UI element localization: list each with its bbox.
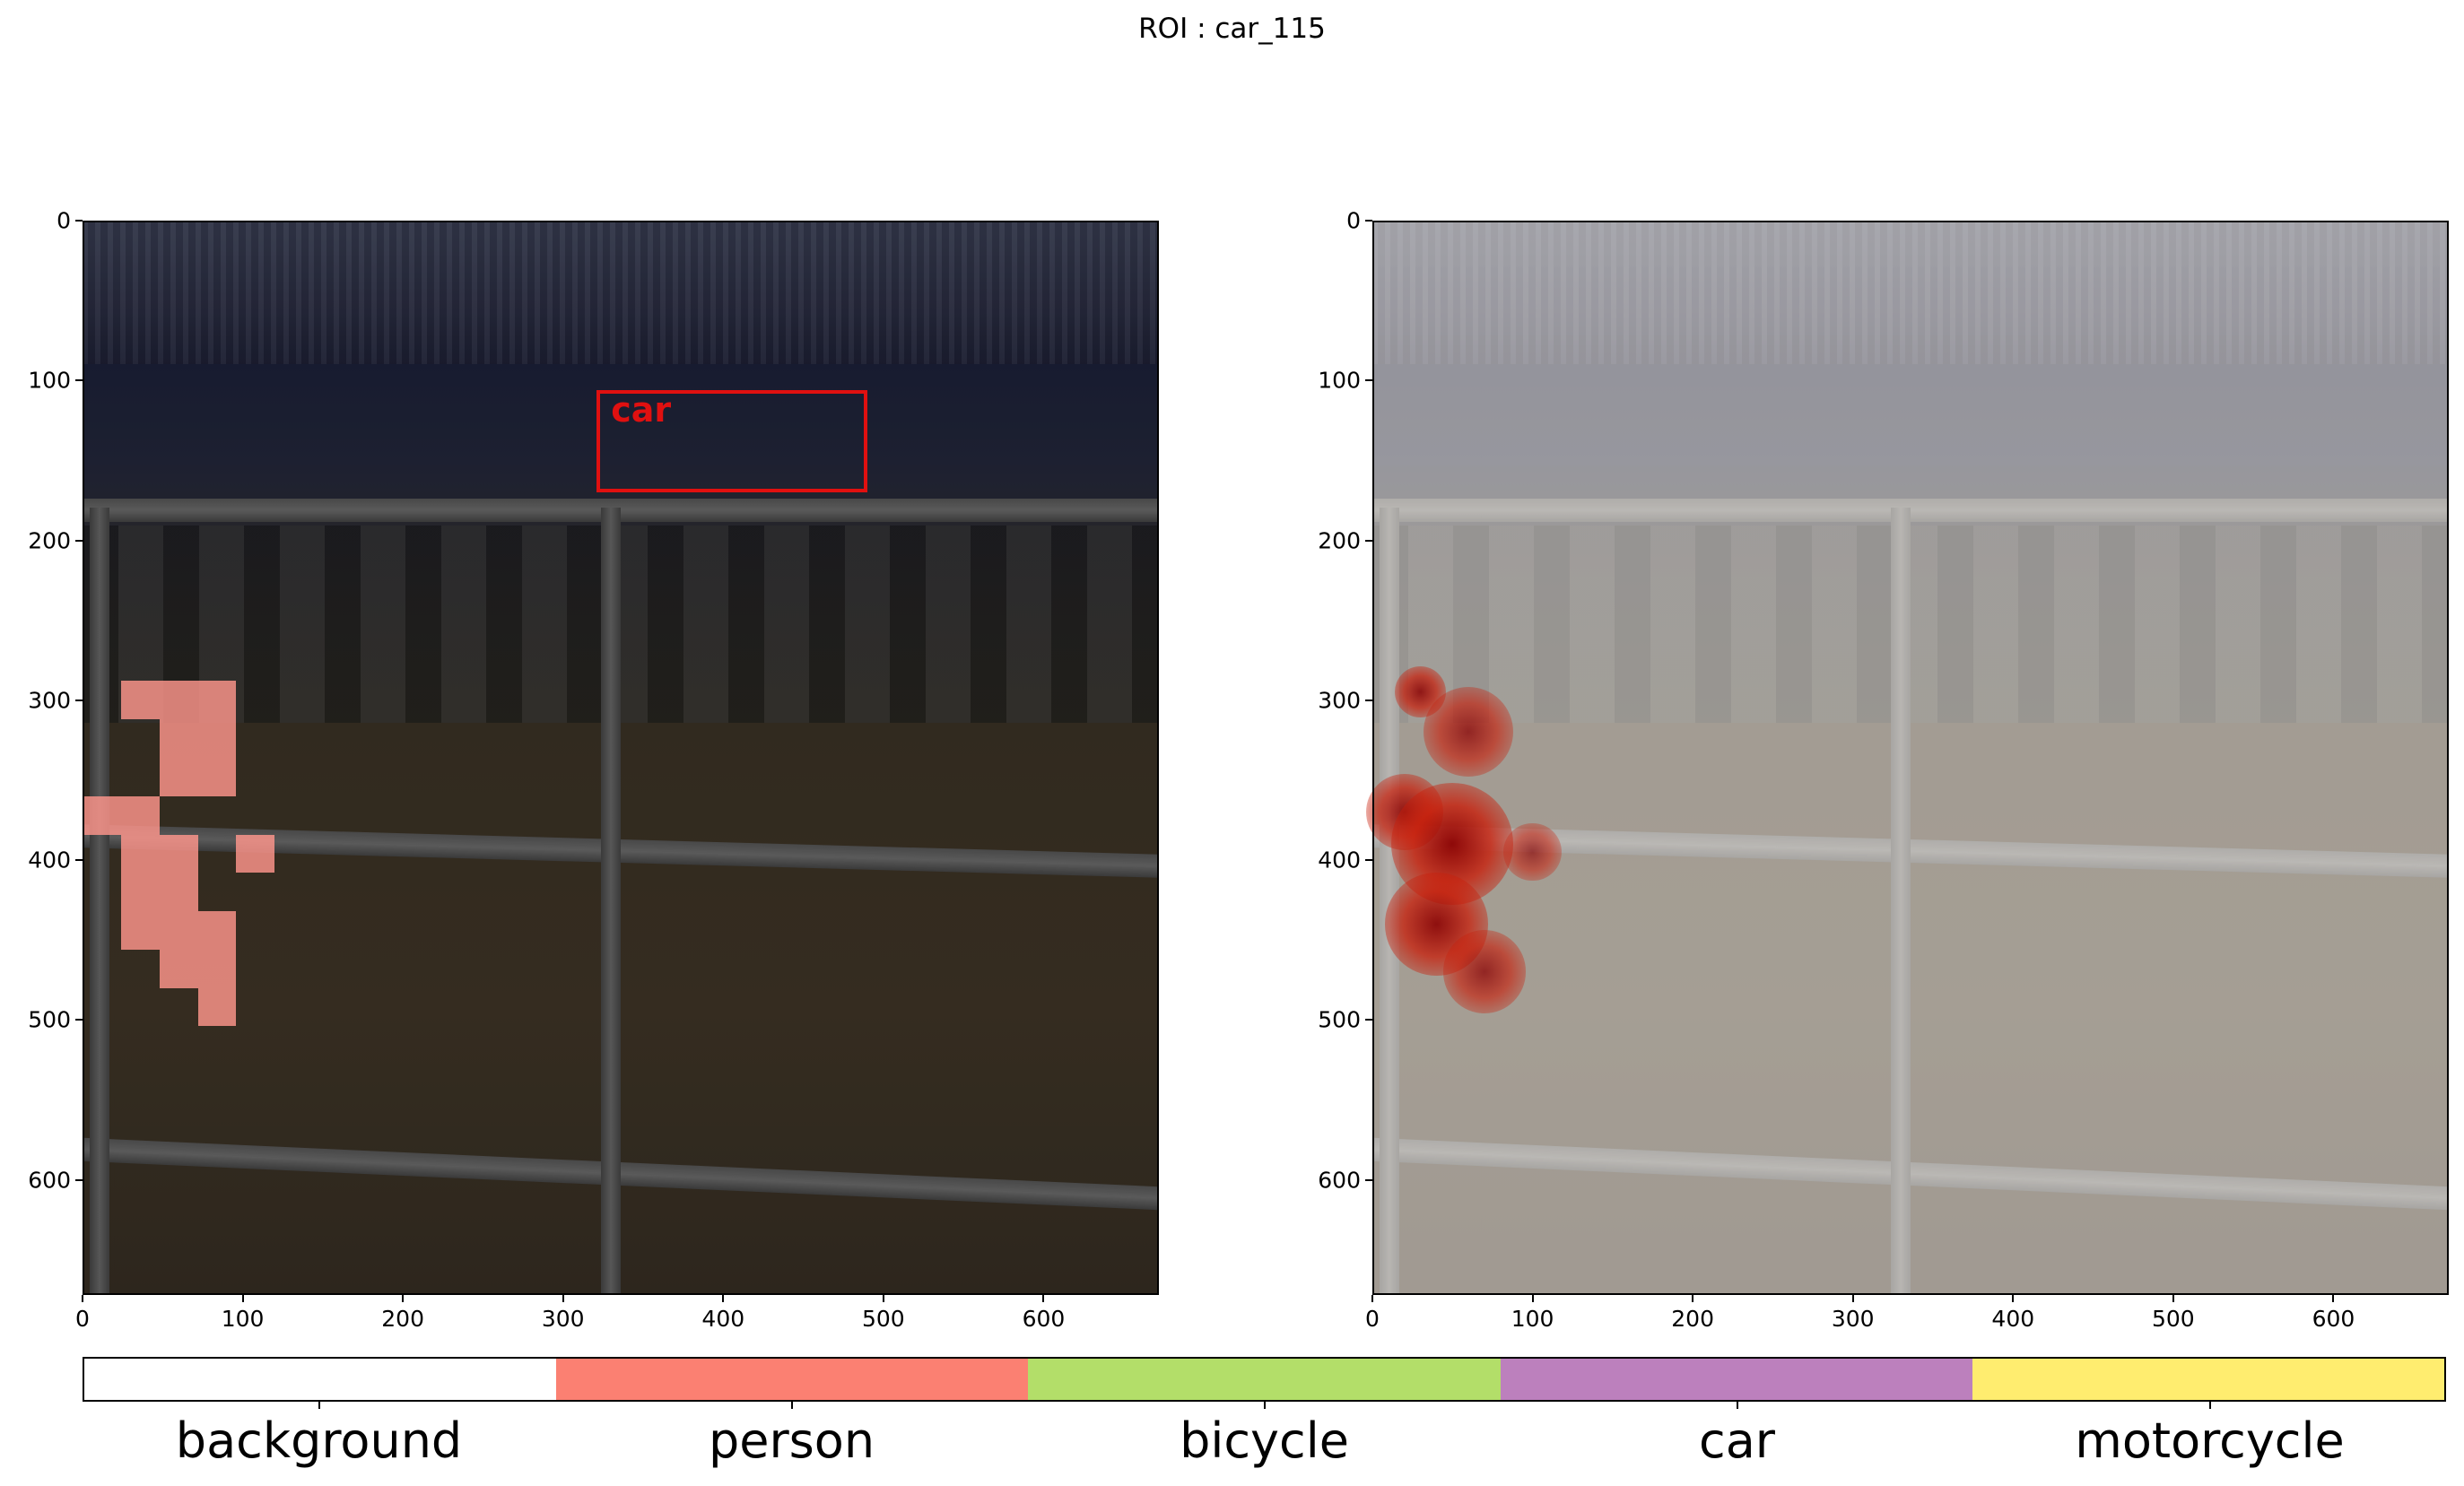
x-tick-label: 500 <box>2151 1306 2195 1332</box>
colorbar-swatch-background <box>84 1359 557 1400</box>
y-tick-label: 200 <box>1318 527 1361 554</box>
right-photo <box>1372 221 2449 1295</box>
x-tick <box>562 1295 564 1302</box>
y-tick-label: 300 <box>28 687 71 714</box>
y-tick <box>75 539 83 542</box>
figure-title: ROI : car_115 <box>1138 13 1326 45</box>
x-tick <box>1851 1295 1854 1302</box>
y-tick <box>75 699 83 701</box>
x-tick-label: 400 <box>1991 1306 2035 1332</box>
y-tick <box>75 859 83 862</box>
x-tick <box>882 1295 884 1302</box>
colorbar-swatch-motorcycle <box>1972 1359 2445 1400</box>
y-tick-label: 400 <box>28 847 71 873</box>
attention-cell <box>120 834 198 912</box>
x-tick-label: 0 <box>1365 1306 1380 1332</box>
attention-cell <box>236 834 275 873</box>
attention-cell <box>159 719 237 796</box>
x-tick <box>402 1295 405 1302</box>
x-tick <box>2012 1295 2015 1302</box>
attention-cell <box>120 681 237 720</box>
right-heatmap-panel <box>1365 221 2449 1295</box>
x-tick-label: 200 <box>1671 1306 1714 1332</box>
y-tick <box>1365 859 1372 862</box>
y-tick-label: 0 <box>1346 207 1361 234</box>
y-tick-label: 0 <box>57 207 71 234</box>
attention-cell <box>83 795 160 835</box>
colorbar-label-bicycle: bicycle <box>1180 1412 1349 1469</box>
left-photo <box>83 221 1159 1295</box>
colorbar-tick <box>2208 1400 2211 1409</box>
x-tick <box>82 1295 83 1302</box>
colorbar-tick <box>318 1400 320 1409</box>
y-tick <box>75 1178 83 1181</box>
x-tick-label: 100 <box>1511 1306 1554 1332</box>
x-tick <box>1531 1295 1534 1302</box>
x-tick-label: 300 <box>1831 1306 1875 1332</box>
x-tick <box>1371 1295 1373 1302</box>
y-tick-label: 600 <box>1318 1167 1361 1194</box>
x-tick <box>1042 1295 1045 1302</box>
colorbar-label-car: car <box>1699 1412 1775 1469</box>
y-tick <box>1365 1178 1372 1181</box>
attention-cell <box>197 987 237 1027</box>
colorbar-tick <box>790 1400 793 1409</box>
y-tick <box>75 1019 83 1021</box>
x-tick-label: 0 <box>75 1306 90 1332</box>
left-image-panel: car <box>83 221 1159 1295</box>
y-tick-label: 300 <box>1318 687 1361 714</box>
roi-box-label: car <box>611 389 672 430</box>
x-tick-label: 100 <box>221 1306 265 1332</box>
y-tick <box>75 220 83 222</box>
attention-cell <box>120 911 237 950</box>
y-tick <box>1365 699 1372 701</box>
x-tick-label: 500 <box>861 1306 905 1332</box>
y-tick <box>1365 379 1372 382</box>
colorbar-label-background: background <box>175 1412 463 1469</box>
y-tick-label: 100 <box>28 367 71 394</box>
y-tick-label: 600 <box>28 1167 71 1194</box>
colorbar-swatch-bicycle <box>1028 1359 1501 1400</box>
colorbar-label-motorcycle: motorcycle <box>2075 1412 2345 1469</box>
x-tick <box>1692 1295 1694 1302</box>
x-tick <box>2332 1295 2335 1302</box>
heatmap-hotspot <box>1424 687 1514 778</box>
attention-cell <box>159 949 237 988</box>
x-tick-label: 300 <box>541 1306 585 1332</box>
x-tick <box>722 1295 725 1302</box>
colorbar-label-person: person <box>708 1412 875 1469</box>
x-tick-label: 400 <box>701 1306 745 1332</box>
x-tick-label: 200 <box>381 1306 424 1332</box>
y-tick <box>1365 220 1372 222</box>
class-colorbar <box>83 1357 2446 1402</box>
colorbar-swatch-car <box>1500 1359 1972 1400</box>
colorbar-tick <box>1263 1400 1266 1409</box>
y-tick-label: 500 <box>28 1006 71 1033</box>
y-tick <box>1365 1019 1372 1021</box>
x-tick-label: 600 <box>2312 1306 2355 1332</box>
y-tick-label: 400 <box>1318 847 1361 873</box>
heatmap-hotspot <box>1503 823 1562 882</box>
y-tick-label: 500 <box>1318 1006 1361 1033</box>
colorbar-tick <box>1736 1400 1738 1409</box>
y-tick-label: 100 <box>1318 367 1361 394</box>
roi-bounding-box <box>596 389 867 493</box>
y-tick-label: 200 <box>28 527 71 554</box>
y-tick <box>75 379 83 382</box>
x-tick <box>2172 1295 2174 1302</box>
colorbar-swatch-person <box>556 1359 1029 1400</box>
x-tick-label: 600 <box>1022 1306 1066 1332</box>
x-tick <box>241 1295 244 1302</box>
y-tick <box>1365 539 1372 542</box>
heatmap-hotspot <box>1442 930 1527 1014</box>
